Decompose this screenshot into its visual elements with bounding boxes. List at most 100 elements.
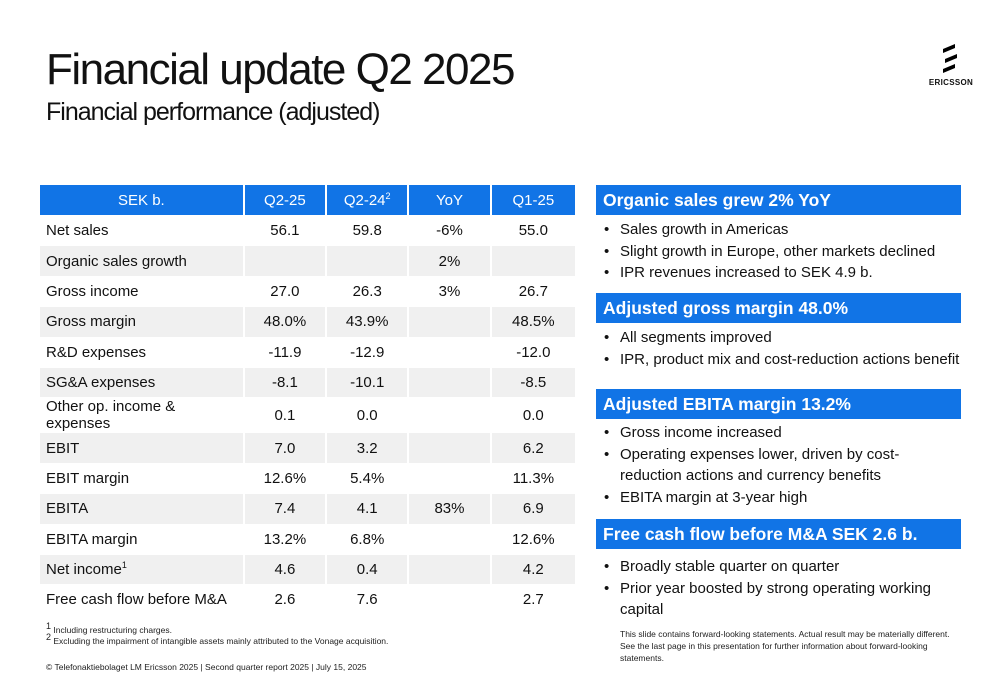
cell-q224: -12.9 [327, 336, 410, 367]
page-footer: © Telefonaktiebolaget LM Ericsson 2025 |… [46, 662, 367, 672]
cell-q224: 6.8% [327, 523, 410, 554]
cell-yoy: 2% [409, 245, 492, 276]
cell-q225: 7.4 [244, 493, 328, 524]
cell-q225: 48.0% [244, 306, 328, 337]
cell-q224: 3.2 [327, 432, 410, 463]
cell-q224: 59.8 [327, 215, 410, 246]
list-item: EBITA margin at 3-year high [604, 487, 960, 509]
cell-q225: 12.6% [244, 462, 328, 494]
col-header-yoy: YoY [409, 185, 492, 215]
financial-table: SEK b. Q2-25 Q2-242 YoY Q1-25 Net sales 5… [40, 185, 575, 615]
row-label: Net income1 [40, 553, 245, 585]
table-row: SG&A expenses -8.1 -10.1 -8.5 [40, 366, 575, 398]
cell-q125: -12.0 [491, 336, 575, 367]
list-item: Prior year boosted by strong operating w… [604, 578, 960, 621]
cell-q225: -11.9 [244, 336, 328, 367]
list-item: All segments improved [604, 327, 960, 349]
table-row: Free cash flow before M&A 2.6 7.6 2.7 [40, 584, 575, 615]
cell-q225 [244, 245, 328, 276]
cell-q125: 55.0 [491, 215, 575, 245]
page-title: Financial update Q2 2025 [46, 45, 515, 94]
table-row: Net sales 56.1 59.8 -6% 55.0 [40, 215, 575, 246]
cell-q224: 26.3 [327, 275, 410, 307]
cell-yoy [409, 306, 492, 337]
list-item: Sales growth in Americas [604, 219, 960, 241]
col-header-sek: SEK b. [40, 185, 245, 215]
row-label-text: SG&A expenses [46, 374, 156, 392]
cell-yoy [409, 462, 492, 494]
table-row: Organic sales growth 2% [40, 245, 575, 276]
row-label-sup: 1 [121, 560, 127, 571]
cell-q225: 0.1 [244, 397, 328, 433]
table-row: Net income1 4.6 0.4 4.2 [40, 553, 575, 585]
highlight-list-organic-sales: Sales growth in Americas Slight growth i… [604, 219, 960, 284]
col-header-q224-text: Q2-24 [343, 191, 386, 209]
cell-yoy: -6% [409, 215, 492, 246]
cell-yoy: 3% [409, 275, 492, 307]
cell-yoy [409, 336, 492, 367]
cell-q125: 6.2 [491, 432, 575, 463]
row-label-text: R&D expenses [46, 343, 147, 361]
list-item: IPR, product mix and cost-reduction acti… [604, 349, 960, 371]
row-label: SG&A expenses [40, 366, 245, 398]
list-item: Operating expenses lower, driven by cost… [604, 444, 960, 487]
row-label: EBIT margin [40, 462, 245, 494]
cell-q125: 4.2 [491, 553, 575, 585]
cell-q125: 2.7 [491, 584, 575, 614]
cell-q125: 12.6% [491, 523, 575, 554]
table-header-row: SEK b. Q2-25 Q2-242 YoY Q1-25 [40, 185, 575, 215]
row-label: Organic sales growth [40, 245, 245, 276]
cell-q125 [491, 245, 575, 276]
list-item: Broadly stable quarter on quarter [604, 556, 960, 578]
cell-q224: -10.1 [327, 366, 410, 398]
col-header-q224-sup: 2 [385, 190, 391, 201]
ericsson-logo-icon [943, 44, 957, 73]
cell-q224: 5.4% [327, 462, 410, 494]
cell-yoy: 83% [409, 493, 492, 524]
cell-q125: 26.7 [491, 275, 575, 306]
row-label-text: Gross margin [46, 313, 137, 331]
row-label: EBITA [40, 493, 245, 524]
cell-yoy [409, 432, 492, 463]
table-row: Gross margin 48.0% 43.9% 48.5% [40, 306, 575, 337]
cell-yoy [409, 584, 492, 615]
table-row: EBITA 7.4 4.1 83% 6.9 [40, 493, 575, 524]
row-label-text: EBIT margin [46, 469, 130, 487]
highlight-heading-ebita-margin: Adjusted EBITA margin 13.2% [596, 389, 961, 419]
row-label: Net sales [40, 215, 245, 246]
row-label: R&D expenses [40, 336, 245, 367]
row-label: Free cash flow before M&A [40, 584, 245, 615]
row-label-text: EBITA margin [46, 530, 138, 548]
table-row: Other op. income & expenses 0.1 0.0 0.0 [40, 397, 575, 433]
cell-q225: 4.6 [244, 553, 328, 585]
cell-q125: 48.5% [491, 306, 575, 337]
footnote-1: 1 Including restructuring charges. [46, 622, 172, 635]
highlight-heading-gross-margin: Adjusted gross margin 48.0% [596, 293, 961, 323]
cell-q224: 7.6 [327, 584, 410, 615]
row-label-text: Organic sales growth [46, 252, 187, 270]
table-body: Net sales 56.1 59.8 -6% 55.0 Organic sales gr… [40, 215, 575, 615]
cell-q225: 13.2% [244, 523, 328, 554]
cell-q125: 0.0 [491, 397, 575, 432]
row-label-text: EBITA [46, 500, 89, 518]
col-header-q224: Q2-242 [327, 185, 410, 215]
highlight-heading-free-cash-flow: Free cash flow before M&A SEK 2.6 b. [596, 519, 961, 549]
footnote-2-text: Excluding the impairment of intangible a… [53, 636, 389, 646]
cell-q224: 0.4 [327, 553, 410, 585]
cell-yoy [409, 553, 492, 585]
row-label-text: EBIT [46, 439, 80, 457]
highlight-list-ebita-margin: Gross income increased Operating expense… [604, 422, 960, 508]
cell-q125: 6.9 [491, 493, 575, 524]
highlight-heading-organic-sales: Organic sales grew 2% YoY [596, 185, 961, 215]
row-label-text: Net sales [46, 222, 109, 240]
row-label-text: Gross income [46, 282, 139, 300]
cell-yoy [409, 523, 492, 554]
footnote-1-text: Including restructuring charges. [53, 625, 172, 635]
row-label-text: Net income [46, 561, 122, 579]
row-label-text: Free cash flow before M&A [46, 591, 227, 609]
highlight-list-gross-margin: All segments improved IPR, product mix a… [604, 327, 960, 370]
row-label-text: Other op. income & expenses [46, 398, 176, 433]
cell-q224: 43.9% [327, 306, 410, 337]
cell-q225: 56.1 [244, 215, 328, 246]
ericsson-logo: ERICSSON [928, 44, 974, 94]
